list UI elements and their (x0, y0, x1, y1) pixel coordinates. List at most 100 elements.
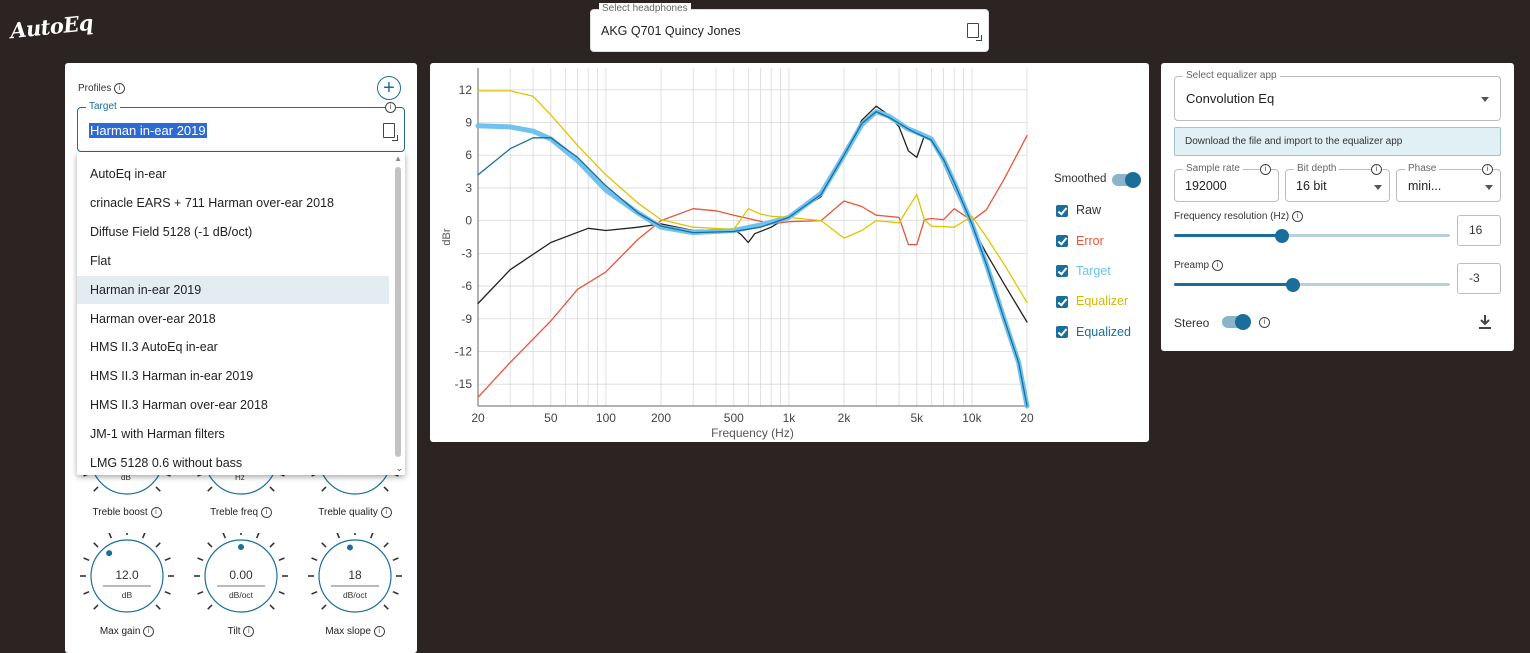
knob-unit: dB (121, 473, 131, 482)
chevron-down-icon (1485, 185, 1493, 190)
max-slope-unit: dB/oct (342, 590, 368, 600)
dropdown-option[interactable]: crinacle EARS + 711 Harman over-ear 2018 (90, 195, 334, 210)
dropdown-option[interactable]: Harman over-ear 2018 (90, 311, 216, 326)
y-tick-label: -9 (461, 312, 472, 326)
bit-depth-select[interactable]: Bit depth i 16 bit (1285, 163, 1390, 202)
knob-dial[interactable] (318, 539, 392, 613)
target-legend: Target (86, 101, 120, 113)
target-field[interactable]: Target i Harman in-ear 2019 (77, 101, 405, 152)
y-tick-label: 3 (465, 181, 472, 195)
knob-dial[interactable] (204, 539, 278, 613)
dropdown-option[interactable]: LMG 5128 0.6 without bass (90, 456, 243, 470)
dropdown-option[interactable]: Diffuse Field 5128 (-1 dB/oct) (90, 224, 253, 239)
info-icon[interactable]: i (114, 83, 126, 94)
knob-tick (83, 557, 90, 562)
info-icon[interactable]: i (150, 507, 162, 518)
headphones-select[interactable]: Select headphones AKG Q701 Quincy Jones (590, 3, 989, 52)
info-icon[interactable]: i (1291, 211, 1303, 222)
tilt-knob[interactable] (194, 533, 288, 613)
x-tick-label: 200 (651, 411, 671, 425)
dropdown-option[interactable]: HMS II.3 AutoEq in-ear (90, 340, 218, 355)
x-tick-label: 100 (596, 411, 616, 425)
knob-indicator (346, 544, 353, 551)
x-tick-label: 500 (724, 411, 744, 425)
equalized-checkbox[interactable] (1056, 326, 1068, 338)
knob-tick (321, 604, 327, 610)
info-icon[interactable]: i (385, 102, 396, 113)
knob-tick (278, 557, 285, 562)
knob-tick (108, 533, 113, 539)
dropdown-option[interactable]: JM-1 with Harman filters (90, 427, 225, 442)
info-icon[interactable]: i (1371, 164, 1382, 175)
max-slope-knob[interactable] (308, 533, 402, 613)
knob-tick (155, 604, 161, 610)
info-icon[interactable]: i (1259, 317, 1270, 328)
knob-tick (83, 590, 90, 595)
sample-rate-field[interactable]: Sample rate i 192000 (1174, 163, 1279, 202)
max-gain-unit: dB (121, 590, 133, 600)
y-axis-label: dBr (441, 228, 453, 245)
knob-tick (93, 604, 99, 610)
knob-tick (269, 604, 275, 610)
target-value[interactable]: Harman in-ear 2019 (89, 123, 207, 138)
info-icon[interactable]: i (243, 626, 255, 637)
info-icon[interactable]: i (1482, 164, 1493, 175)
knob-tick (164, 557, 171, 562)
autoeq-logo: AutoEq (8, 9, 95, 44)
dropdown-option[interactable]: HMS II.3 Harman in-ear 2019 (90, 369, 254, 384)
phase-select[interactable]: Phase i mini... (1396, 163, 1501, 202)
y-tick-label: -15 (455, 377, 473, 391)
dropdown-option[interactable]: HMS II.3 Harman over-ear 2018 (90, 398, 268, 413)
preamp-track[interactable] (1174, 283, 1450, 286)
stereo-toggle[interactable] (1222, 314, 1251, 330)
dropdown-option[interactable]: Flat (90, 253, 111, 268)
knob-indicator (238, 544, 244, 550)
smoothed-toggle[interactable] (1112, 172, 1141, 188)
frequency-resolution-fill (1174, 234, 1282, 237)
info-icon[interactable]: i (380, 507, 392, 518)
info-icon[interactable]: i (1260, 164, 1271, 175)
info-icon[interactable]: i (143, 626, 155, 637)
knob-tick (383, 486, 389, 492)
add-profile-button[interactable]: + (377, 76, 401, 100)
headphones-legend: Select headphones (599, 3, 691, 15)
file-icon[interactable] (383, 123, 398, 141)
info-icon[interactable]: i (1211, 260, 1223, 271)
frequency-resolution-input[interactable]: 16 (1457, 215, 1501, 246)
target-checkbox[interactable] (1056, 265, 1068, 277)
y-tick-label: 9 (465, 116, 472, 130)
max-gain-knob[interactable] (80, 533, 174, 613)
preamp-input[interactable]: -3 (1457, 263, 1501, 294)
phase-value: mini... (1408, 179, 1442, 193)
preamp-thumb[interactable] (1285, 278, 1300, 292)
knob-tick (155, 486, 161, 492)
scroll-down-icon[interactable]: ⌄ (395, 463, 403, 473)
download-icon[interactable] (1479, 315, 1491, 329)
frequency-resolution-thumb[interactable] (1274, 229, 1289, 243)
knob-tick (392, 590, 399, 595)
sample-rate-legend: Sample rate (1183, 163, 1243, 175)
knob-row-bottom (80, 533, 402, 613)
max-gain-value: 12.0 (115, 568, 139, 582)
file-icon[interactable] (967, 23, 982, 41)
scroll-up-icon[interactable]: ▲ (394, 154, 402, 163)
dropdown-option[interactable]: Harman in-ear 2019 (77, 275, 389, 304)
smoothed-label: Smoothed (1054, 173, 1107, 185)
equalized-legend-label: Equalized (1076, 325, 1131, 339)
raw-checkbox[interactable] (1056, 205, 1068, 217)
equalizer-checkbox[interactable] (1056, 296, 1068, 308)
frequency-resolution-track[interactable] (1174, 234, 1450, 237)
x-tick-label: 5k (910, 411, 924, 425)
dropdown-option[interactable]: AutoEq in-ear (90, 167, 167, 181)
target-dropdown-list[interactable]: ▲ ⌄ AutoEq in-ear crinacle EARS + 711 Har… (77, 152, 405, 475)
knob-dial[interactable] (90, 539, 164, 613)
dropdown-scrollbar[interactable] (395, 167, 401, 457)
info-icon[interactable]: i (260, 507, 272, 518)
info-icon[interactable]: i (373, 626, 385, 637)
error-checkbox[interactable] (1056, 235, 1068, 247)
frequency-resolution-label: Frequency resolution (Hz) i (1174, 211, 1303, 222)
equalizer-app-select[interactable]: Select equalizer app Convolution Eq (1174, 70, 1501, 121)
knob-tick (336, 533, 341, 539)
error-legend-label: Error (1076, 234, 1104, 248)
series-equalized-line (477, 110, 1028, 407)
